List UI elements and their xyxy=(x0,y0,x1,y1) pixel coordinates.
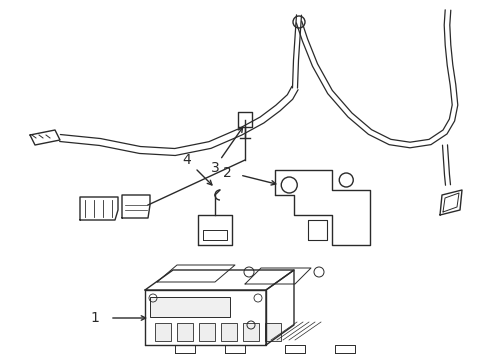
FancyBboxPatch shape xyxy=(265,323,281,341)
Text: 2: 2 xyxy=(222,166,231,180)
Text: 3: 3 xyxy=(211,161,220,175)
Text: 1: 1 xyxy=(91,311,99,325)
FancyBboxPatch shape xyxy=(177,323,193,341)
FancyBboxPatch shape xyxy=(155,323,171,341)
FancyBboxPatch shape xyxy=(199,323,215,341)
FancyBboxPatch shape xyxy=(221,323,237,341)
FancyBboxPatch shape xyxy=(243,323,259,341)
Text: 4: 4 xyxy=(183,153,192,167)
FancyBboxPatch shape xyxy=(150,297,230,317)
